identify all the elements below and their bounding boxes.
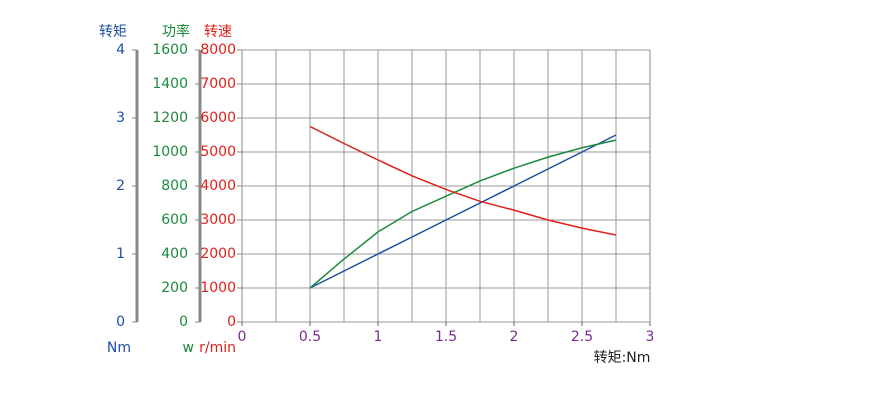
y-tick-label: 1000 — [152, 144, 188, 160]
y-tick-label: 8000 — [200, 42, 236, 58]
x-tick-label: 1.5 — [435, 329, 457, 345]
y-tick-label: 1200 — [152, 110, 188, 126]
y-axis-title: 功率 — [162, 23, 190, 40]
x-tick-label: 1 — [374, 329, 383, 345]
y-tick-label: 0 — [116, 314, 125, 330]
y-tick-label: 3 — [116, 110, 125, 126]
y-tick-label: 0 — [179, 314, 188, 330]
x-tick-label: 0.5 — [299, 329, 321, 345]
y-tick-label: 2000 — [200, 246, 236, 262]
x-axis-title: 转矩:Nm — [594, 350, 651, 366]
data-line — [309, 134, 617, 289]
data-line — [309, 125, 617, 236]
data-line — [309, 139, 617, 289]
y-tick-label: 200 — [161, 280, 188, 296]
y-axis-unit: r/min — [199, 340, 236, 356]
y-tick-label: 1 — [116, 246, 125, 262]
y-tick-label: 1400 — [152, 76, 188, 92]
y-tick-label: 600 — [161, 212, 188, 228]
y-tick-label: 6000 — [200, 110, 236, 126]
x-tick-label: 3 — [646, 329, 655, 345]
x-tick-label: 0 — [238, 329, 247, 345]
y-tick-label: 5000 — [200, 144, 236, 160]
y-axis-title: 转速 — [204, 24, 232, 40]
y-tick-label: 3000 — [200, 212, 236, 228]
y-axis-unit: Nm — [107, 340, 131, 356]
y-tick-label: 4 — [116, 42, 125, 58]
x-tick-label: 2.5 — [571, 329, 593, 345]
y-tick-label: 400 — [161, 246, 188, 262]
y-tick-label: 4000 — [200, 178, 236, 194]
x-tick-label: 2 — [510, 329, 519, 345]
y-tick-label: 800 — [161, 178, 188, 194]
y-axis-title: 转矩 — [99, 24, 127, 40]
y-tick-label: 7000 — [200, 76, 236, 92]
y-tick-label: 1600 — [152, 42, 188, 58]
y-tick-label: 2 — [116, 178, 125, 194]
y-tick-label: 1000 — [200, 280, 236, 296]
y-tick-label: 0 — [227, 314, 236, 330]
y-axis-unit: w — [183, 340, 194, 356]
